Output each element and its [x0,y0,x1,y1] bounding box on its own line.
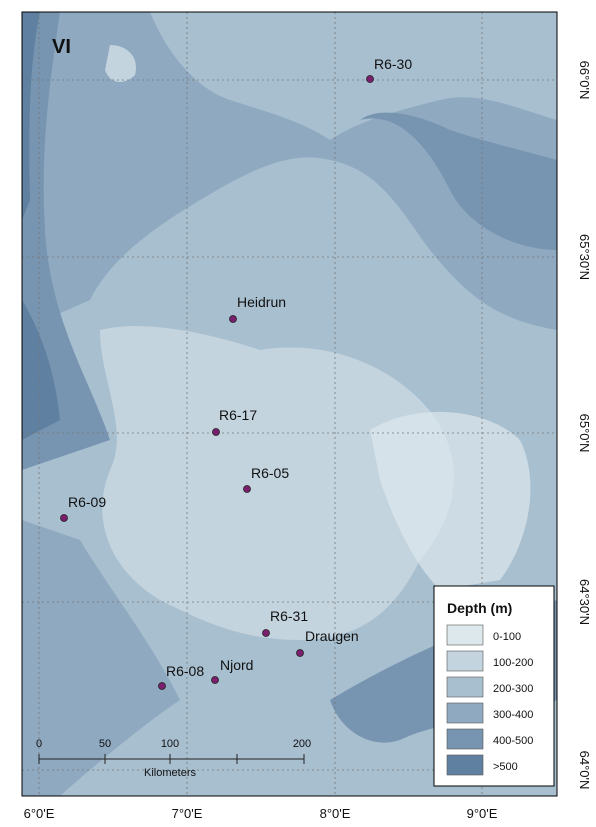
station-label: Njord [220,657,253,673]
lat-tick-label: 65°0'N [577,414,592,453]
legend-swatch [446,754,484,776]
station-label: R6-09 [68,494,106,510]
map-frame [21,11,558,797]
station-label: R6-05 [251,465,289,481]
legend-title: Depth (m) [447,600,512,616]
station-label: R6-30 [374,56,412,72]
scale-bar [38,754,305,764]
legend-label: 400-500 [493,735,533,747]
legend-swatch [446,702,484,724]
scale-unit: Kilometers [144,767,196,779]
station-marker [211,676,219,684]
legend-swatch [446,676,484,698]
station-marker [229,315,237,323]
station-label: R6-31 [270,608,308,624]
legend-label: >500 [493,761,518,773]
lon-tick-label: 6°0'E [24,806,55,821]
legend-label: 300-400 [493,709,533,721]
legend-swatch [446,624,484,646]
scale-label: 50 [99,738,111,750]
legend-label: 200-300 [493,683,533,695]
station-marker [60,514,68,522]
station-label: R6-08 [166,663,204,679]
lat-tick-label: 64°30'N [577,579,592,625]
scale-label: 0 [36,738,42,750]
station-label: Heidrun [237,294,286,310]
station-marker [296,649,304,657]
lon-tick-label: 7°0'E [172,806,203,821]
station-marker [366,75,374,83]
legend: Depth (m) 0-100 100-200 200-300 300-400 400-… [433,585,555,787]
legend-label: 100-200 [493,657,533,669]
station-label: Draugen [305,628,359,644]
scale-label: 100 [161,738,179,750]
legend-swatch [446,728,484,750]
station-marker [158,682,166,690]
legend-label: 0-100 [493,631,521,643]
panel-label: VI [52,36,71,58]
lat-tick-label: 65°30'N [577,234,592,280]
lat-tick-label: 64°0'N [577,751,592,790]
scale-label: 200 [293,738,311,750]
station-marker [262,629,270,637]
lat-tick-label: 66°0'N [577,61,592,100]
station-label: R6-17 [219,407,257,423]
station-marker [243,485,251,493]
lon-tick-label: 8°0'E [320,806,351,821]
station-marker [212,428,220,436]
lon-tick-label: 9°0'E [467,806,498,821]
legend-swatch [446,650,484,672]
